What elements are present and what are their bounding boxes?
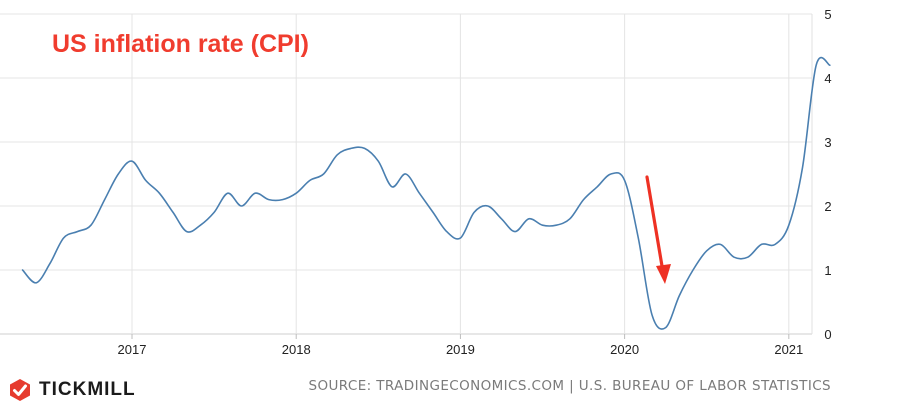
- annotation-arrow-head: [656, 264, 671, 284]
- y-tick-label: 4: [824, 71, 831, 86]
- y-tick-label: 1: [824, 263, 831, 278]
- y-tick-label: 3: [824, 135, 831, 150]
- source-credit: SOURCE: TRADINGECONOMICS.COM | U.S. BURE…: [308, 378, 831, 394]
- x-tick-label: 2019: [446, 342, 475, 357]
- y-tick-label: 0: [824, 327, 831, 342]
- tickmill-logo-icon: [8, 378, 32, 402]
- x-tick-label: 2017: [118, 342, 147, 357]
- y-axis-tick-labels: 0 1 2 3 4 5: [824, 7, 831, 342]
- x-tick-label: 2021: [774, 342, 803, 357]
- chart-gridlines: [0, 13, 813, 339]
- cpi-series-line: [21, 56, 831, 330]
- chart-annotation: [645, 175, 671, 284]
- x-tick-label: 2018: [282, 342, 311, 357]
- y-tick-label: 2: [824, 199, 831, 214]
- annotation-arrow-shaft: [645, 175, 664, 268]
- chart-title: US inflation rate (CPI): [52, 30, 309, 58]
- x-axis-tick-labels: 2017 2018 2019 2020 2021: [118, 342, 804, 357]
- y-tick-label: 5: [824, 7, 831, 22]
- x-tick-label: 2020: [610, 342, 639, 357]
- chart-series: [21, 56, 831, 330]
- brand-name: TICKMILL: [39, 379, 136, 400]
- brand: TICKMILL: [8, 378, 136, 402]
